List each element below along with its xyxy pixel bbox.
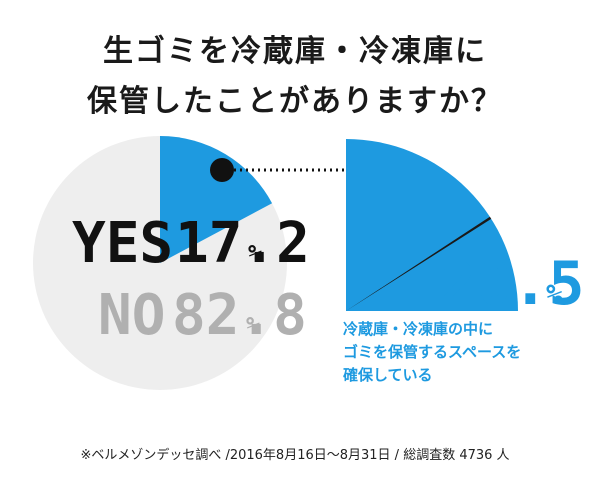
- yes-value: 17.2: [175, 211, 310, 276]
- zoom-dark-wedge: [346, 216, 492, 311]
- callout-dot: [210, 158, 234, 182]
- callout-percent: %: [546, 278, 563, 311]
- no-percent: %: [246, 312, 261, 340]
- yes-label: YES: [72, 211, 173, 276]
- pie-slice-yes: [160, 136, 273, 263]
- caption-line-1: 冷蔵庫・冷凍庫の中に: [343, 320, 494, 338]
- no-label: NO: [98, 283, 165, 348]
- caption-line-3: 確保している: [343, 366, 433, 384]
- title-line-1: 生ゴミを冷蔵庫・冷凍庫に: [103, 34, 487, 69]
- callout-caption: 冷蔵庫・冷凍庫の中に ゴミを保管するスペースを 確保している: [343, 318, 583, 387]
- callout-value: 20.5: [440, 249, 585, 319]
- zoom-slice: [346, 139, 518, 311]
- yes-percent: %: [248, 240, 263, 268]
- title-line-2: 保管したことがありますか？: [87, 84, 503, 119]
- no-value: 82.8: [172, 283, 307, 348]
- caption-line-2: ゴミを保管するスペースを: [343, 343, 522, 361]
- source-note: ※ベルメゾンデッセ調べ /2016年8月16日～8月31日 / 総調査数 473…: [80, 448, 510, 463]
